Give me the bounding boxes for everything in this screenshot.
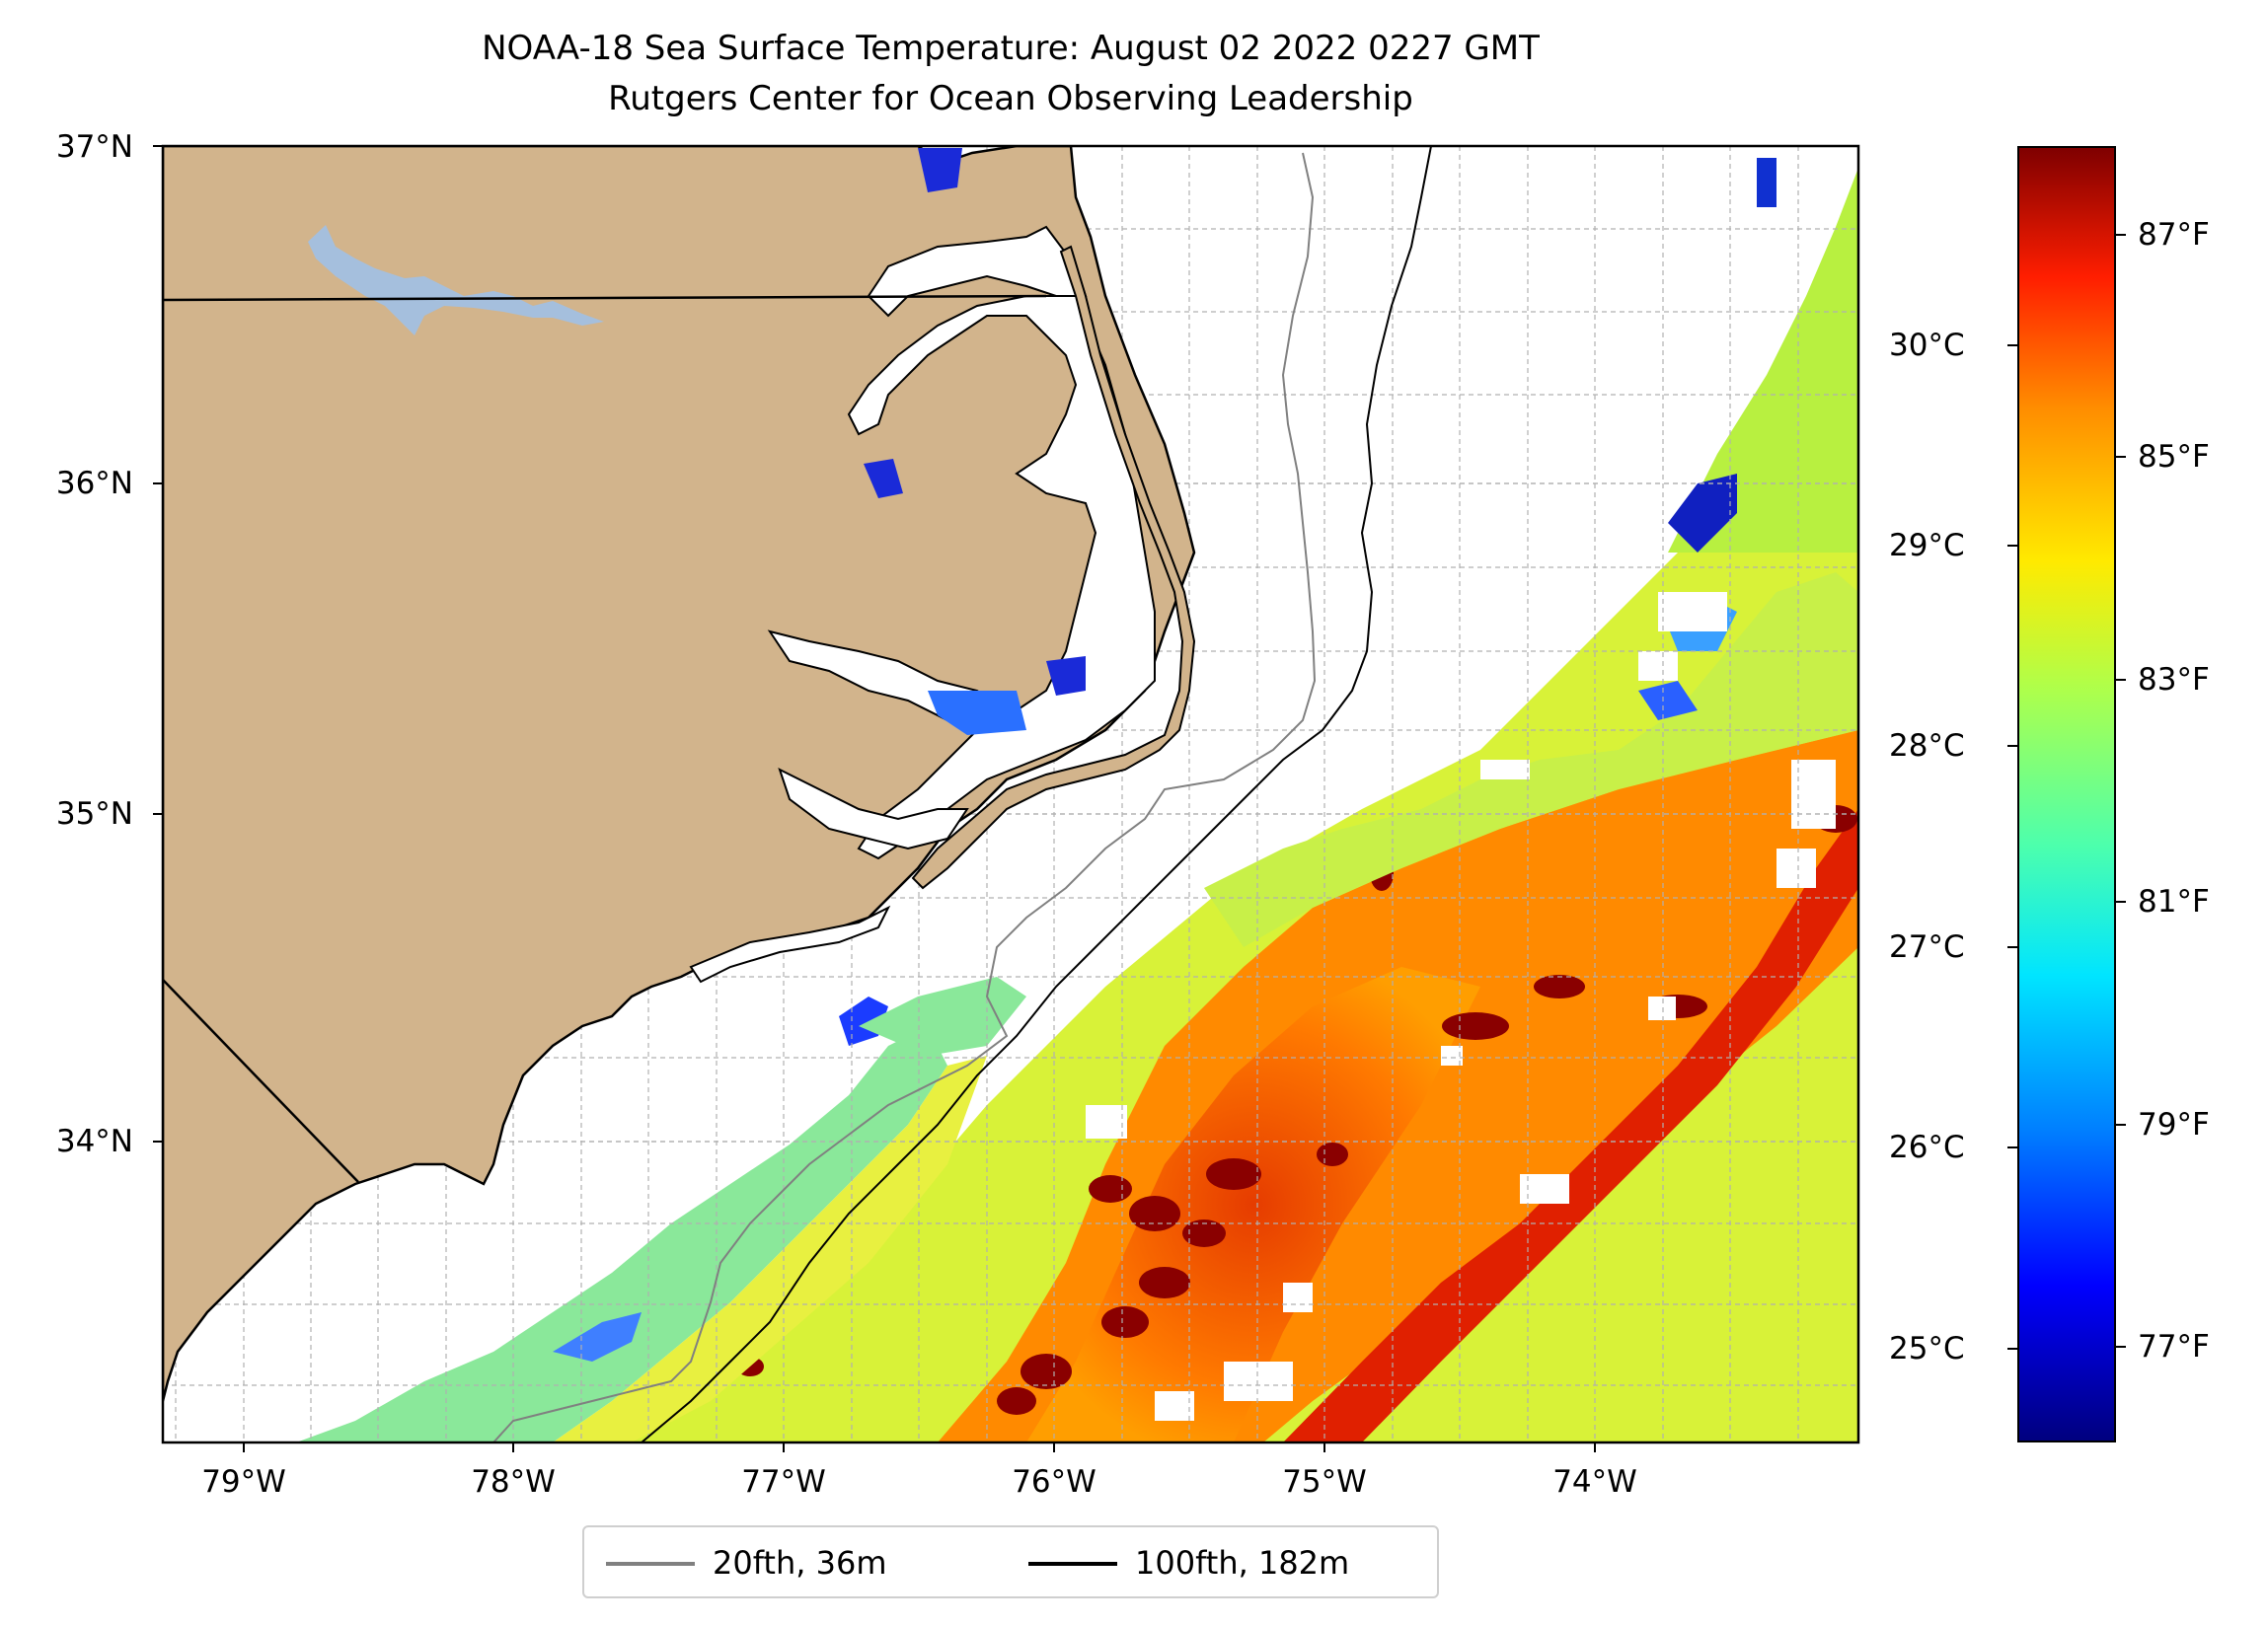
lon-label-76: 76°W	[1012, 1464, 1096, 1500]
shelf-water	[296, 1026, 947, 1442]
lat-label-34: 34°N	[55, 1124, 133, 1159]
axis-ticks	[153, 145, 1596, 1452]
colorbar-celsius-29: 29°C	[1889, 528, 1965, 563]
kerr-lake	[308, 225, 604, 335]
temperature-colorbar	[2017, 146, 2116, 1442]
lon-label-78: 78°W	[471, 1464, 556, 1500]
isobath-legend: 20fth, 36m 100fth, 182m	[582, 1525, 1439, 1598]
nc-sc-border	[163, 979, 359, 1183]
plot-frame	[161, 144, 1860, 1444]
sound-cold-patch-3	[918, 148, 962, 192]
map-subtitle: Rutgers Center for Ocean Observing Leade…	[608, 79, 1413, 118]
colorbar-celsius-25: 25°C	[1889, 1331, 1965, 1367]
map-title: NOAA-18 Sea Surface Temperature: August …	[482, 29, 1540, 68]
lat-label-35: 35°N	[55, 796, 133, 832]
warm-eddies	[736, 805, 1857, 1415]
neuse-river	[778, 768, 969, 850]
outer-banks	[911, 245, 1196, 890]
colorbar-celsius-30: 30°C	[1889, 328, 1965, 363]
lon-label-75: 75°W	[1282, 1464, 1367, 1500]
legend-label-20fth: 20fth, 36m	[713, 1544, 887, 1582]
legend-label-100fth: 100fth, 182m	[1135, 1544, 1350, 1582]
sound-cold-patch-2	[1046, 656, 1086, 696]
colorbar-fahrenheit-87: 87°F	[2138, 217, 2210, 253]
colorbar-celsius-28: 28°C	[1889, 728, 1965, 764]
shelf-patch-north	[859, 977, 1026, 1056]
colorbar-fahrenheit-85: 85°F	[2138, 439, 2210, 475]
sst-field-north-gs	[1204, 572, 1858, 947]
isobath-100fth	[641, 146, 1432, 1442]
bogue-sound	[689, 905, 891, 984]
pamlico-sound	[847, 295, 1156, 860]
cloud-gaps	[1086, 592, 1836, 1421]
colorbar-ticks	[2007, 234, 2126, 1350]
va-nc-border	[163, 294, 1047, 302]
sound-cold-patch-4	[928, 691, 1026, 735]
colorbar-celsius-27: 27°C	[1889, 929, 1965, 965]
shelf-water-yellow	[553, 1056, 987, 1442]
lat-label-36: 36°N	[55, 466, 133, 501]
legend-swatch-20fth	[606, 1562, 695, 1566]
colorbar-fahrenheit-81: 81°F	[2138, 884, 2210, 920]
lon-label-79: 79°W	[201, 1464, 286, 1500]
colorbar-fahrenheit-77: 77°F	[2138, 1329, 2210, 1365]
lon-label-77: 77°W	[741, 1464, 826, 1500]
sound-cold-patch-1	[864, 459, 903, 498]
sst-field-ne	[1668, 168, 1858, 553]
isobath-20fth	[492, 152, 1317, 1442]
lat-label-37: 37°N	[55, 129, 133, 165]
cold-coastal-patch	[553, 1312, 642, 1362]
colorbar-fahrenheit-79: 79°F	[2138, 1107, 2210, 1143]
legend-swatch-100fth	[1028, 1562, 1117, 1566]
colorbar-fahrenheit-83: 83°F	[2138, 662, 2210, 698]
colorbar-celsius-26: 26°C	[1889, 1130, 1965, 1165]
lon-label-74: 74°W	[1552, 1464, 1637, 1500]
